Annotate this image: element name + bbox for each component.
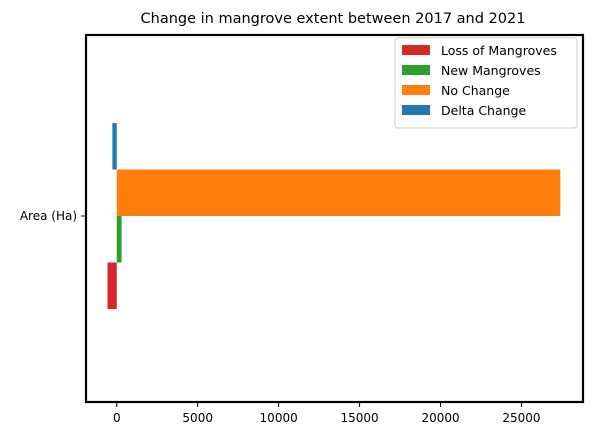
x-tick-label: 25000 <box>502 411 540 425</box>
x-tick-label: 15000 <box>340 411 378 425</box>
y-axis-ticks: Area (Ha) <box>20 209 86 223</box>
legend-label-no-change: No Change <box>441 83 510 98</box>
x-tick-label: 5000 <box>182 411 213 425</box>
chart-title: Change in mangrove extent between 2017 a… <box>141 11 526 27</box>
legend-swatch-delta-change <box>402 105 430 115</box>
x-tick-label: 10000 <box>260 411 298 425</box>
legend-label-delta-change: Delta Change <box>441 103 526 118</box>
bars-group <box>107 123 561 309</box>
x-tick-label: 20000 <box>421 411 459 425</box>
bar-delta-change <box>112 123 117 170</box>
plot-frame <box>84 33 585 404</box>
legend-swatch-new-mangroves <box>402 65 430 75</box>
legend-label-new-mangroves: New Mangroves <box>441 63 541 78</box>
bar-new-mangroves <box>116 216 122 263</box>
bar-loss-of-mangroves <box>107 262 117 309</box>
x-tick-label: 0 <box>113 411 121 425</box>
legend: Loss of Mangroves New Mangroves No Change D… <box>394 37 578 129</box>
legend-label-loss-of-mangroves: Loss of Mangroves <box>441 43 557 58</box>
legend-box <box>394 37 578 129</box>
x-axis-ticks: 0 5000 10000 15000 20000 25000 <box>113 402 541 425</box>
legend-swatch-no-change <box>402 85 430 95</box>
bar-no-change <box>116 169 561 216</box>
legend-swatch-loss-of-mangroves <box>402 45 430 55</box>
y-tick-label: Area (Ha) <box>20 209 77 223</box>
